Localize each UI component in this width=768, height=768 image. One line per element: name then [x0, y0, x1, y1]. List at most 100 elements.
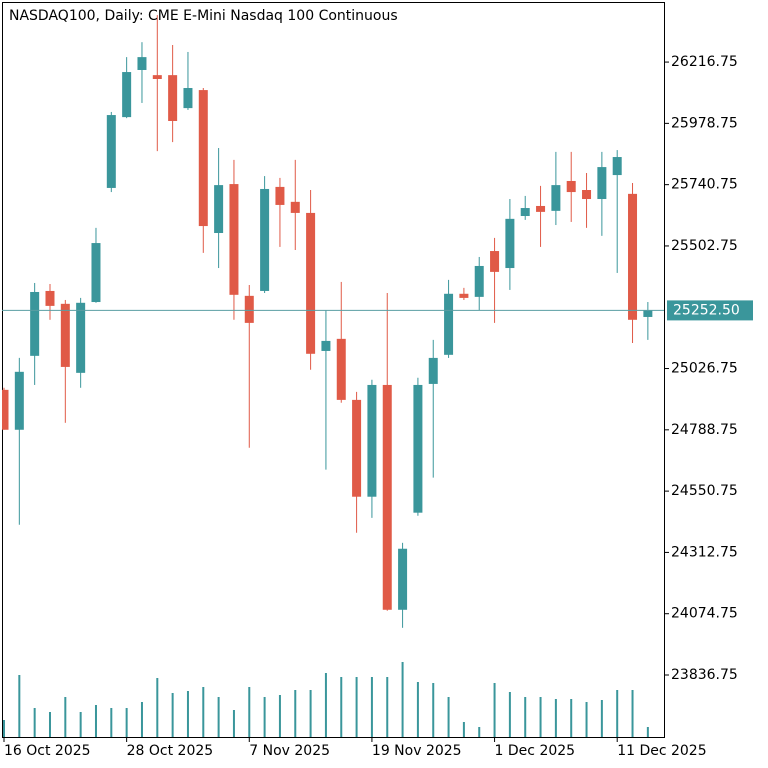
candle-body	[536, 205, 546, 212]
last-price-box	[667, 300, 753, 321]
volume-bar	[278, 695, 281, 737]
volume-bar	[232, 710, 235, 737]
candle-body	[2, 389, 9, 430]
volume-bar	[370, 677, 373, 737]
candle-body	[152, 75, 162, 80]
candle-body	[398, 548, 408, 610]
volume-bar	[570, 699, 573, 737]
candle-body	[244, 295, 254, 323]
volume-bar	[140, 702, 143, 737]
candle-body	[643, 310, 653, 317]
candle-body	[413, 384, 423, 513]
volume-bar	[493, 683, 496, 737]
plot-area	[2, 15, 653, 737]
y-tick-label: 25502.75	[671, 238, 738, 254]
candle-body	[382, 384, 392, 610]
x-tick-label: 1 Dec 2025	[495, 743, 576, 759]
candle-body	[336, 338, 346, 400]
candle-body	[229, 184, 239, 295]
candle-body	[306, 212, 316, 354]
volume-bar	[539, 697, 542, 737]
volume-bar	[263, 697, 266, 737]
candle-body	[198, 90, 208, 227]
volume-bar	[462, 722, 465, 737]
candle-body	[367, 384, 377, 497]
volume-bar	[202, 687, 205, 737]
y-tick-label: 23836.75	[671, 667, 738, 683]
candle-body	[76, 302, 86, 373]
volume-bar	[432, 683, 435, 737]
candle-body	[122, 72, 132, 118]
candle-body	[321, 340, 331, 351]
volume-bar	[386, 677, 389, 737]
volume-bar	[554, 699, 557, 737]
y-tick-label: 25978.75	[671, 115, 738, 131]
volume-bar	[171, 693, 174, 737]
volume-bar	[324, 673, 327, 737]
volume-bar	[294, 690, 297, 737]
x-tick-label: 19 Nov 2025	[372, 743, 462, 759]
candle-body	[106, 115, 116, 188]
volume-bar	[340, 677, 343, 737]
candle-body	[30, 291, 40, 356]
volume-bar	[309, 690, 312, 737]
x-tick-label: 7 Nov 2025	[249, 743, 330, 759]
volume-bar	[125, 708, 128, 737]
candle-body	[168, 75, 178, 121]
candle-body	[597, 167, 607, 200]
candle-body	[275, 186, 285, 205]
plot-frame	[2, 2, 665, 738]
y-tick-label: 24312.75	[671, 544, 738, 560]
candle-body	[459, 293, 469, 298]
candle-body	[551, 185, 561, 211]
candle-body	[183, 88, 193, 109]
x-tick-label: 28 Oct 2025	[127, 743, 214, 759]
volume-bar	[156, 678, 159, 737]
volume-bar	[447, 697, 450, 737]
volume-bar	[585, 702, 588, 737]
volume-bar	[616, 690, 619, 737]
last-price-label: 25252.50	[673, 302, 740, 318]
x-tick-label: 16 Oct 2025	[4, 743, 91, 759]
candle-body	[520, 208, 530, 217]
chart-title: NASDAQ100, Daily: CME E-Mini Nasdaq 100 …	[9, 8, 398, 24]
volume-bar	[94, 705, 97, 737]
candle-body	[60, 303, 70, 367]
candle-body	[45, 290, 55, 306]
volume-bar	[110, 708, 113, 737]
candle-body	[260, 188, 270, 291]
volume-bar	[524, 697, 527, 737]
volume-bar	[508, 692, 511, 737]
candle-body	[566, 180, 576, 193]
candle-body	[428, 357, 438, 384]
candle-body	[290, 201, 300, 213]
volume-bar	[646, 727, 649, 737]
candle-body	[612, 157, 622, 176]
volume-bar	[48, 712, 51, 737]
volume-bar	[79, 712, 82, 737]
y-tick-label: 24788.75	[671, 422, 738, 438]
candle-body	[14, 371, 24, 430]
x-tick-label: 11 Dec 2025	[617, 743, 706, 759]
candle-body	[137, 57, 147, 70]
y-tick-label: 24074.75	[671, 606, 738, 622]
y-tick-label: 24550.75	[671, 483, 738, 499]
volume-bar	[33, 708, 36, 737]
volume-bar	[217, 697, 220, 737]
volume-bar	[478, 727, 481, 737]
volume-bar	[64, 697, 67, 737]
candle-body	[352, 399, 362, 497]
y-tick-label: 25740.75	[671, 177, 738, 193]
volume-bar	[355, 677, 358, 737]
candle-body	[505, 218, 515, 269]
volume-bar	[631, 690, 634, 737]
candle-body	[91, 243, 101, 303]
candle-body	[214, 185, 224, 234]
y-tick-label: 26216.75	[671, 54, 738, 70]
volume-bar	[416, 682, 419, 737]
candle-body	[444, 293, 454, 355]
candle-body	[490, 251, 500, 272]
volume-bar	[401, 662, 404, 737]
volume-bar	[248, 687, 251, 737]
